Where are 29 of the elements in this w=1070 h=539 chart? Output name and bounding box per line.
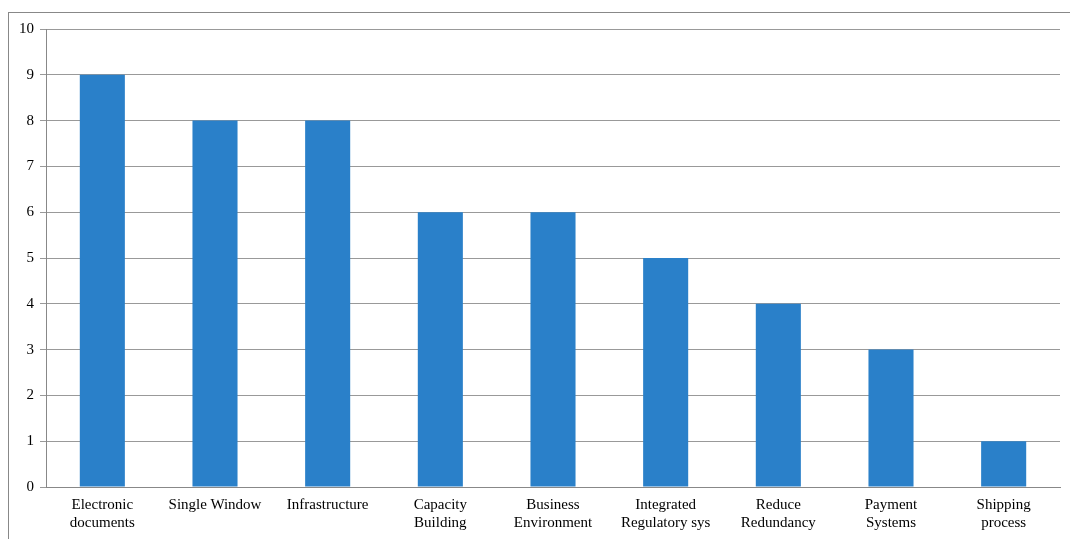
y-tick-label: 7 — [26, 157, 35, 174]
y-tick-label: 5 — [26, 248, 34, 265]
y-tick-label: 6 — [26, 203, 35, 220]
y-tick-label: 3 — [26, 340, 34, 357]
y-tick-label: 1 — [26, 432, 34, 449]
bar — [643, 258, 689, 487]
bar — [305, 120, 351, 487]
y-tick-label: 4 — [26, 294, 35, 311]
x-tick-label: Reduce Redundancy — [740, 495, 817, 530]
y-tick-label: 2 — [26, 386, 34, 403]
x-tick-label: Shipping process — [976, 495, 1032, 530]
x-tick-label: Integrated Regulatory sys — [620, 495, 711, 530]
bar — [192, 120, 238, 487]
x-tick-label: Capacity Building — [413, 495, 468, 530]
bar — [530, 212, 576, 487]
bar — [981, 441, 1027, 487]
bar — [417, 212, 463, 487]
y-tick-label: 10 — [19, 19, 34, 36]
bar — [755, 303, 801, 487]
y-tick-label: 0 — [26, 477, 34, 494]
y-tick-label: 9 — [26, 65, 34, 82]
x-tick-label: Business Environment — [513, 495, 593, 530]
bar — [79, 74, 125, 487]
x-tick-label: Single Window — [168, 495, 262, 512]
x-tick-label: Electronic documents — [69, 495, 135, 530]
x-tick-label: Payment Systems — [864, 495, 919, 530]
y-tick-label: 8 — [26, 111, 34, 128]
x-tick-label: Infrastructure — [286, 495, 369, 512]
bar — [868, 349, 914, 487]
